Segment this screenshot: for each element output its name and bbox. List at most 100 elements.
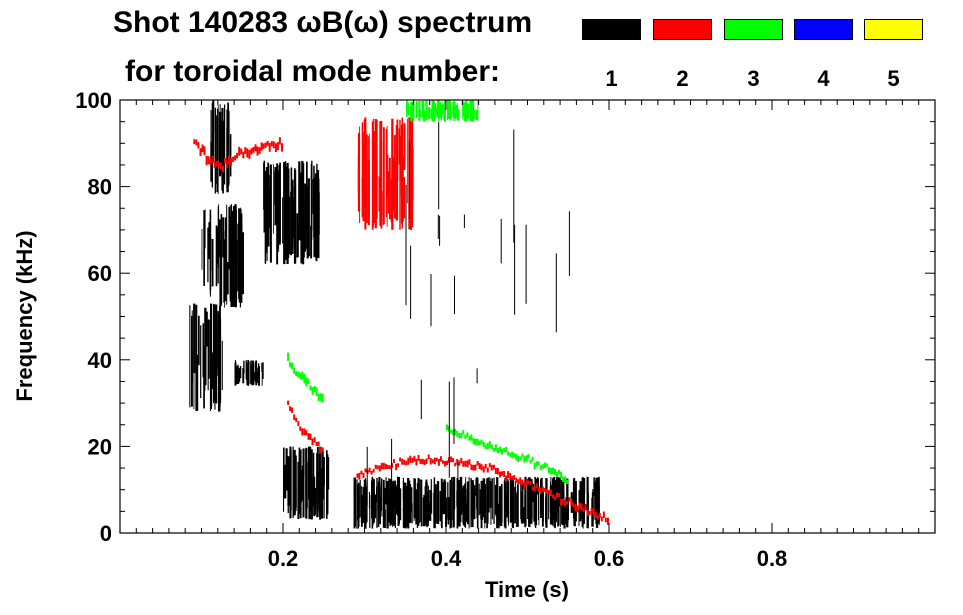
spectrum-mark-mode-1 bbox=[208, 222, 211, 260]
spectrum-mark-mode-1 bbox=[250, 360, 252, 386]
spectrum-mark-mode-3 bbox=[321, 393, 324, 403]
spectrum-mark-mode-3 bbox=[433, 103, 437, 115]
spectrum-mark-mode-2 bbox=[401, 458, 404, 465]
spectrum-mark-mode-3 bbox=[525, 455, 528, 462]
spectrum-mark-mode-3 bbox=[303, 374, 306, 384]
spectrum-mark-mode-1 bbox=[274, 167, 277, 226]
spectrum-mark-mode-1 bbox=[356, 479, 358, 529]
spectrum-mark-mode-1 bbox=[365, 487, 367, 525]
spectrum-mark-mode-2 bbox=[311, 438, 314, 446]
spectrum-mark-mode-1 bbox=[387, 492, 391, 523]
spectrum-mark-mode-2 bbox=[515, 477, 518, 483]
spectrum-mark-mode-1 bbox=[305, 449, 308, 519]
spectrum-mark-mode-2 bbox=[387, 171, 390, 214]
spectrum-mark-mode-1 bbox=[491, 478, 493, 520]
spectrum-mark-mode-3 bbox=[478, 440, 481, 445]
spectrum-mark-mode-2 bbox=[197, 142, 200, 149]
spectrum-mark-mode-1 bbox=[203, 345, 206, 391]
spectrum-mark-mode-2 bbox=[209, 158, 212, 166]
spectrum-mark-mode-1 bbox=[478, 483, 480, 516]
spectrum-mark-mode-3 bbox=[462, 103, 465, 114]
spectrum-mark-mode-1 bbox=[372, 482, 374, 525]
spectrum-mark-mode-1 bbox=[327, 457, 330, 490]
spectrum-mark-mode-1 bbox=[286, 162, 289, 264]
spectrum-mark-mode-1 bbox=[554, 484, 556, 529]
spectrum-mark-mode-2 bbox=[554, 496, 556, 501]
spectrum-mark-mode-2 bbox=[363, 146, 366, 184]
spectrum-mark-mode-2 bbox=[413, 455, 416, 462]
spectrum-mark-mode-1 bbox=[307, 178, 310, 257]
spectrum-mark-mode-3 bbox=[311, 387, 314, 395]
spectrum-mark-mode-1 bbox=[402, 477, 404, 501]
spectrum-mark-mode-1 bbox=[212, 100, 215, 133]
spectrum-mark-mode-1 bbox=[504, 487, 506, 524]
spectrum-mark-mode-1 bbox=[420, 479, 422, 523]
spectrum-mark-mode-1 bbox=[597, 484, 600, 524]
spectrum-mark-mode-2 bbox=[373, 131, 375, 224]
spectrum-mark-mode-2 bbox=[321, 447, 324, 452]
spectrum-mark-mode-3 bbox=[428, 106, 431, 120]
spectrum-mark-mode-2 bbox=[549, 489, 552, 496]
spectrum-mark-mode-1 bbox=[545, 496, 548, 521]
spectrum-mark-mode-1 bbox=[413, 478, 416, 519]
spectrum-mark-mode-2 bbox=[397, 463, 400, 468]
spectrum-mark-mode-3 bbox=[458, 433, 461, 439]
spectrum-mark-mode-1 bbox=[415, 489, 418, 525]
spectrum-mark-mode-3 bbox=[462, 430, 465, 435]
spectrum-mark-mode-3 bbox=[482, 442, 485, 448]
spectrum-mark-mode-1 bbox=[408, 141, 410, 219]
spectrum-mark-mode-3 bbox=[450, 102, 452, 120]
spectrum-mark-mode-2 bbox=[396, 119, 399, 181]
chart-subtitle: for toroidal mode number: bbox=[125, 55, 500, 88]
spectrum-mark-mode-3 bbox=[413, 100, 415, 120]
spectrum-mark-mode-2 bbox=[468, 459, 471, 465]
spectrum-mark-mode-1 bbox=[376, 486, 378, 503]
spectrum-mark-mode-1 bbox=[314, 488, 316, 515]
spectrum-mark-mode-1 bbox=[480, 480, 484, 501]
spectrum-mark-mode-2 bbox=[378, 465, 381, 472]
spectrum-mark-mode-2 bbox=[486, 467, 489, 473]
spectrum-mark-mode-2 bbox=[533, 486, 536, 492]
spectrum-mark-mode-2 bbox=[387, 154, 389, 198]
spectrum-mark-mode-1 bbox=[249, 361, 251, 384]
spectrum-mark-mode-1 bbox=[261, 362, 263, 372]
spectrum-mark-mode-3 bbox=[421, 101, 424, 111]
spectrum-mark-mode-1 bbox=[357, 486, 359, 529]
spectrum-mark-mode-2 bbox=[511, 476, 514, 481]
spectrum-mark-mode-1 bbox=[218, 219, 221, 258]
spectrum-mark-mode-2 bbox=[393, 157, 395, 211]
spectrum-mark-mode-1 bbox=[237, 364, 239, 382]
spectrum-mark-mode-1 bbox=[202, 323, 204, 378]
spectrum-mark-mode-2 bbox=[594, 511, 597, 519]
spectrum-mark-mode-3 bbox=[494, 444, 497, 452]
spectrum-mark-mode-1 bbox=[467, 492, 469, 520]
spectrum-mark-mode-2 bbox=[391, 193, 393, 229]
spectrum-mark-mode-2 bbox=[313, 437, 316, 443]
spectrum-mark-mode-3 bbox=[425, 100, 428, 121]
spectrum-mark-mode-2 bbox=[250, 148, 253, 155]
x-axis-title: Time (s) bbox=[485, 577, 569, 602]
spectrum-mark-mode-1 bbox=[548, 490, 550, 520]
spectrum-mark-mode-3 bbox=[474, 438, 477, 446]
spectrum-mark-mode-1 bbox=[213, 340, 215, 398]
spectrum-mark-mode-1 bbox=[279, 162, 281, 242]
spectrum-mark-mode-2 bbox=[450, 456, 453, 463]
spectrum-mark-mode-1 bbox=[288, 172, 290, 258]
spectrum-mark-mode-2 bbox=[482, 466, 485, 473]
spectrum-mark-mode-2 bbox=[588, 511, 591, 516]
spectrum-mark-mode-1 bbox=[314, 177, 316, 236]
spectrum-mark-mode-3 bbox=[315, 387, 318, 397]
spectrum-mark-mode-2 bbox=[407, 457, 410, 465]
spectrum-mark-mode-1 bbox=[217, 117, 219, 169]
spectrum-mark-mode-2 bbox=[427, 454, 430, 460]
spectrum-mark-mode-1 bbox=[430, 491, 433, 514]
spectrum-mark-mode-2 bbox=[364, 468, 367, 473]
spectrum-mark-mode-2 bbox=[399, 457, 402, 462]
spectrum-mark-mode-1 bbox=[514, 486, 517, 524]
spectrum-mark-mode-3 bbox=[447, 100, 450, 119]
spectrum-mark-mode-3 bbox=[313, 386, 316, 393]
spectrum-mark-mode-1 bbox=[404, 491, 406, 523]
legend-swatch-mode-3 bbox=[724, 19, 783, 40]
spectrum-mark-mode-2 bbox=[368, 133, 370, 218]
spectrum-mark-mode-1 bbox=[533, 486, 535, 522]
